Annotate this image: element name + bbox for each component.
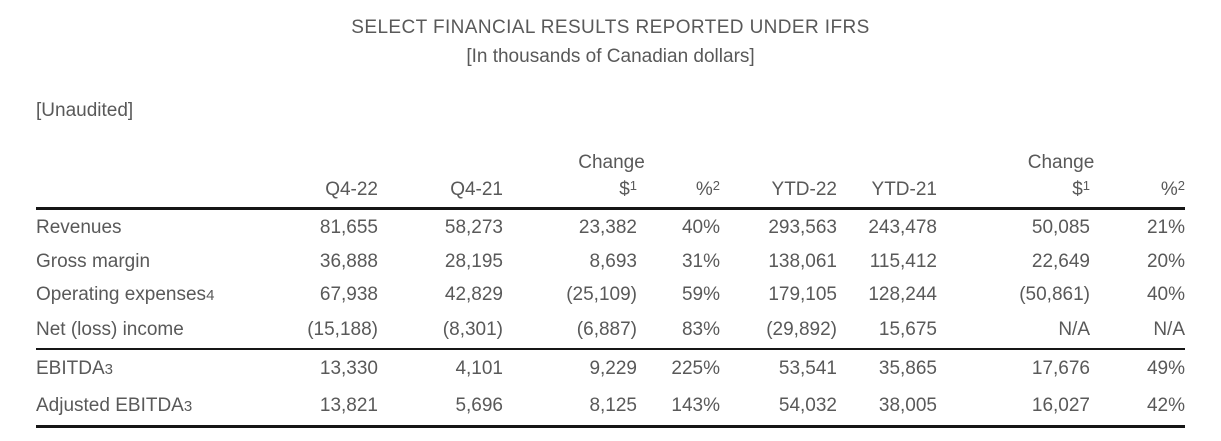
table-cell: 42% xyxy=(1146,395,1185,416)
table-bottom-rule xyxy=(36,425,1185,428)
header-divider-rule xyxy=(36,207,1185,210)
table-cell: 20% xyxy=(1146,250,1185,272)
col-header-change-percent-quarter: %2 xyxy=(637,179,720,207)
table-cell: 138,061 xyxy=(768,250,837,272)
document-subtitle: [In thousands of Canadian dollars] xyxy=(466,46,755,67)
table-cell: (29,892) xyxy=(766,318,837,340)
dollar-sign: $ xyxy=(1072,179,1083,200)
table-row-net-loss-income: Net (loss) income (15,188) (8,301) (6,88… xyxy=(36,311,1185,348)
footnote-marker: 1 xyxy=(1082,178,1090,193)
table-cell: 21% xyxy=(1146,216,1185,238)
col-header-ytd-22: YTD-22 xyxy=(771,179,837,200)
row-label: Adjusted EBITDA3 xyxy=(36,395,193,416)
unaudited-label: [Unaudited] xyxy=(36,100,134,121)
table-cell: 16,027 xyxy=(1031,395,1090,416)
table-cell: 50,085 xyxy=(1031,216,1090,238)
footnote-marker: 3 xyxy=(183,398,193,415)
percent-sign: % xyxy=(1160,179,1178,200)
table-cell: 49% xyxy=(1146,357,1185,379)
document-title: SELECT FINANCIAL RESULTS REPORTED UNDER … xyxy=(351,17,870,38)
col-header-rowlabel xyxy=(36,201,280,207)
col-header-q4-22: Q4-22 xyxy=(325,179,378,200)
table-cell: 225% xyxy=(671,357,720,379)
table-cell: 67,938 xyxy=(319,283,378,305)
change-group-header-ytd: Change xyxy=(1027,152,1095,173)
change-group-header-quarter: Change xyxy=(578,152,645,173)
table-cell: 23,382 xyxy=(578,216,637,238)
financial-table: Change Change Q4-22 Q4-21 $1 %2 YTD-22 Y… xyxy=(36,146,1185,428)
table-cell: 58,273 xyxy=(444,216,503,238)
table-column-header-row: Q4-22 Q4-21 $1 %2 YTD-22 YTD-21 $1 %2 xyxy=(36,174,1185,207)
col-header-change-dollar-ytd: $1 xyxy=(937,179,1090,207)
table-cell: N/A xyxy=(1058,318,1090,340)
table-row-gross-margin: Gross margin 36,888 28,195 8,693 31% 138… xyxy=(36,245,1185,278)
table-cell: 9,229 xyxy=(589,357,637,379)
table-cell: (50,861) xyxy=(1019,283,1090,305)
table-cell: 81,655 xyxy=(319,216,378,238)
footnote-marker: 1 xyxy=(629,178,637,193)
table-cell: 143% xyxy=(671,395,720,416)
table-cell: 42,829 xyxy=(444,283,503,305)
footnote-marker: 3 xyxy=(104,360,113,378)
col-header-q4-21: Q4-21 xyxy=(450,179,503,200)
row-label: Gross margin xyxy=(36,250,151,272)
table-cell: 13,821 xyxy=(319,395,378,416)
table-cell: 59% xyxy=(681,283,720,305)
col-header-change-dollar-quarter: $1 xyxy=(503,179,637,207)
table-cell: 22,649 xyxy=(1031,250,1090,272)
table-cell: 115,412 xyxy=(869,250,937,272)
footnote-marker: 2 xyxy=(712,178,720,193)
table-group-header-row: Change Change xyxy=(36,146,1185,174)
footnote-marker: 2 xyxy=(1177,178,1185,193)
table-cell: (8,301) xyxy=(442,318,503,340)
table-cell: 83% xyxy=(681,318,720,340)
table-cell: 8,125 xyxy=(589,395,637,416)
col-header-change-percent-ytd: %2 xyxy=(1090,179,1185,207)
row-label: Net (loss) income xyxy=(36,318,184,340)
dollar-sign: $ xyxy=(619,179,630,200)
table-row-ebitda: EBITDA3 13,330 4,101 9,229 225% 53,541 3… xyxy=(36,350,1185,387)
table-row-adjusted-ebitda: Adjusted EBITDA3 13,821 5,696 8,125 143%… xyxy=(36,387,1185,425)
table-cell: 40% xyxy=(1146,283,1185,305)
table-cell: 179,105 xyxy=(768,283,837,305)
table-row-revenues: Revenues 81,655 58,273 23,382 40% 293,56… xyxy=(36,210,1185,245)
percent-sign: % xyxy=(695,179,713,200)
row-label: Revenues xyxy=(36,216,122,238)
table-cell: (15,188) xyxy=(307,318,378,340)
row-label: Operating expenses4 xyxy=(36,283,215,305)
table-cell: 17,676 xyxy=(1031,357,1090,379)
table-cell: 8,693 xyxy=(589,250,637,272)
table-cell: 13,330 xyxy=(319,357,378,379)
table-row-operating-expenses: Operating expenses4 67,938 42,829 (25,10… xyxy=(36,278,1185,311)
table-cell: 5,696 xyxy=(455,395,503,416)
table-cell: 36,888 xyxy=(319,250,378,272)
table-cell: 4,101 xyxy=(455,357,503,379)
table-cell: 243,478 xyxy=(868,216,937,238)
table-cell: 35,865 xyxy=(878,357,937,379)
table-cell: 54,032 xyxy=(778,395,837,416)
section-divider-rule xyxy=(36,348,1185,350)
row-label: EBITDA3 xyxy=(36,357,113,379)
table-cell: 128,244 xyxy=(868,283,937,305)
table-cell: 31% xyxy=(681,250,720,272)
table-cell: 15,675 xyxy=(878,318,937,340)
table-cell: (25,109) xyxy=(566,283,637,305)
table-cell: N/A xyxy=(1153,318,1185,340)
footnote-marker: 4 xyxy=(206,286,215,304)
table-cell: 38,005 xyxy=(878,395,937,416)
table-cell: 28,195 xyxy=(444,250,503,272)
table-cell: 40% xyxy=(681,216,720,238)
table-cell: 293,563 xyxy=(768,216,837,238)
col-header-ytd-21: YTD-21 xyxy=(871,179,937,200)
table-cell: 53,541 xyxy=(778,357,837,379)
table-cell: (6,887) xyxy=(576,318,637,340)
